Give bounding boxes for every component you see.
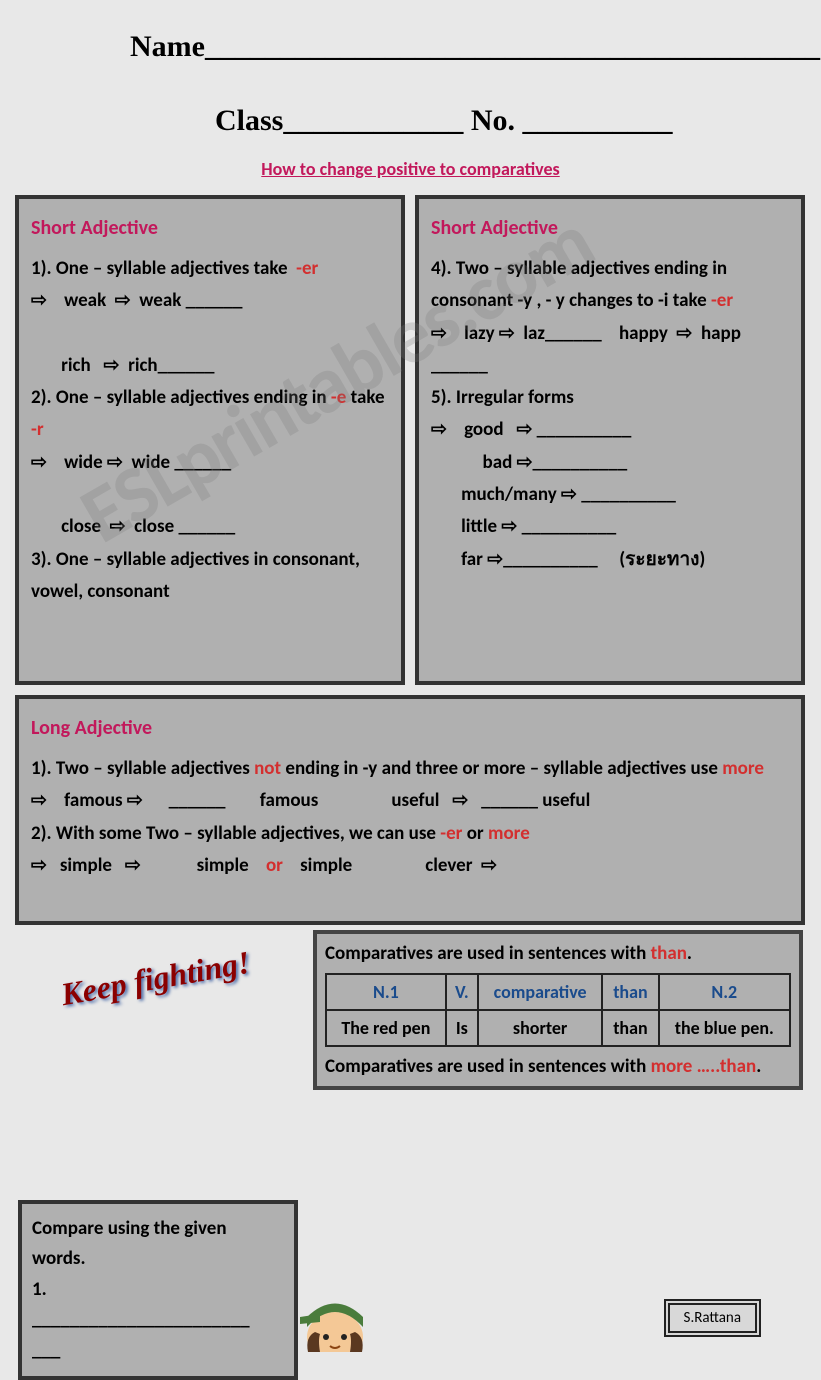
compare-title: Compare using the given words. xyxy=(32,1214,284,1275)
comp-text2: Comparatives are used in sentences with … xyxy=(325,1055,791,1078)
no-blank: __________ xyxy=(523,104,673,137)
box2-title: Short Adjective xyxy=(431,211,789,245)
th-n1: N.1 xyxy=(326,974,446,1010)
box2-ex5d: little ⇨ __________ xyxy=(431,511,789,543)
th-v: V. xyxy=(446,974,478,1010)
box3-rule1: 1). Two – syllable adjectives not ending… xyxy=(31,753,789,785)
td-comp: shorter xyxy=(478,1010,602,1046)
box1-rule1: 1). One – syllable adjectives take -er xyxy=(31,253,389,285)
comp-text1: Comparatives are used in sentences with … xyxy=(325,942,791,965)
box2-ex5a: ⇨ good ⇨ __________ xyxy=(431,414,789,446)
td-n2: the blue pen. xyxy=(659,1010,790,1046)
compare-line3: ___ xyxy=(32,1336,284,1366)
compare-exercise-box: Compare using the given words. 1. ______… xyxy=(18,1200,298,1380)
box1-rule3: 3). One – syllable adjectives in consona… xyxy=(31,544,389,609)
comp-table: N.1 V. comparative than N.2 The red pen … xyxy=(325,973,791,1047)
td-than: than xyxy=(602,1010,658,1046)
header-class: Class____________ No. __________ xyxy=(0,74,821,148)
th-than: than xyxy=(602,974,658,1010)
box2-rule4: 4). Two – syllable adjectives ending in … xyxy=(431,253,789,318)
box2-ex5c: much/many ⇨ __________ xyxy=(431,479,789,511)
box1-rule2: 2). One – syllable adjectives ending in … xyxy=(31,382,389,447)
header-name: Name____________________________________… xyxy=(0,0,821,74)
page-title: How to change positive to comparatives xyxy=(0,158,821,180)
table-row: The red pen Is shorter than the blue pen… xyxy=(326,1010,790,1046)
th-comp: comparative xyxy=(478,974,602,1010)
box3-title: Long Adjective xyxy=(31,711,789,745)
top-boxes: Short Adjective 1). One – syllable adjec… xyxy=(0,195,821,685)
box1-ex1: ⇨ weak ⇨ weak ______ xyxy=(31,285,389,317)
box-short-adj-2: Short Adjective 4). Two – syllable adjec… xyxy=(415,195,805,685)
compare-line1: 1. xyxy=(32,1275,284,1305)
box2-ex4: ⇨ lazy ⇨ laz______ happy ⇨ happ ______ xyxy=(431,318,789,383)
cartoon-avatar-icon xyxy=(290,1282,380,1352)
td-v: Is xyxy=(446,1010,478,1046)
box-short-adj-1: Short Adjective 1). One – syllable adjec… xyxy=(15,195,405,685)
box3-rule2: 2). With some Two – syllable adjectives,… xyxy=(31,818,789,850)
compare-line2: _______________________ xyxy=(32,1305,284,1335)
th-n2: N.2 xyxy=(659,974,790,1010)
box2-ex5b: bad ⇨__________ xyxy=(431,447,789,479)
comparatives-box: Comparatives are used in sentences with … xyxy=(313,930,803,1090)
box2-ex5e: far ⇨__________ (ระยะทาง) xyxy=(431,544,789,576)
name-label: Name xyxy=(130,30,205,63)
name-blank: ________________________________________… xyxy=(205,30,820,63)
box1-ex2b: close ⇨ close ______ xyxy=(31,511,389,543)
box2-rule5: 5). Irregular forms xyxy=(431,382,789,414)
box1-ex2: ⇨ wide ⇨ wide ______ xyxy=(31,447,389,479)
box3-ex2: ⇨ simple ⇨ simple or simple clever ⇨ xyxy=(31,850,789,882)
box1-title: Short Adjective xyxy=(31,211,389,245)
author-signature: S.Rattana xyxy=(664,1299,761,1337)
keep-fighting-text: Keep fighting! xyxy=(58,944,253,1014)
class-blank: ____________ xyxy=(283,104,463,137)
box1-ex1b: rich ⇨ rich______ xyxy=(31,350,389,382)
td-n1: The red pen xyxy=(326,1010,446,1046)
table-header-row: N.1 V. comparative than N.2 xyxy=(326,974,790,1010)
class-label: Class xyxy=(215,104,283,137)
no-label: No. xyxy=(471,104,515,137)
box-long-adj: Long Adjective 1). Two – syllable adject… xyxy=(15,695,805,925)
box3-ex1: ⇨ famous ⇨ ______ famous useful ⇨ ______… xyxy=(31,785,789,817)
